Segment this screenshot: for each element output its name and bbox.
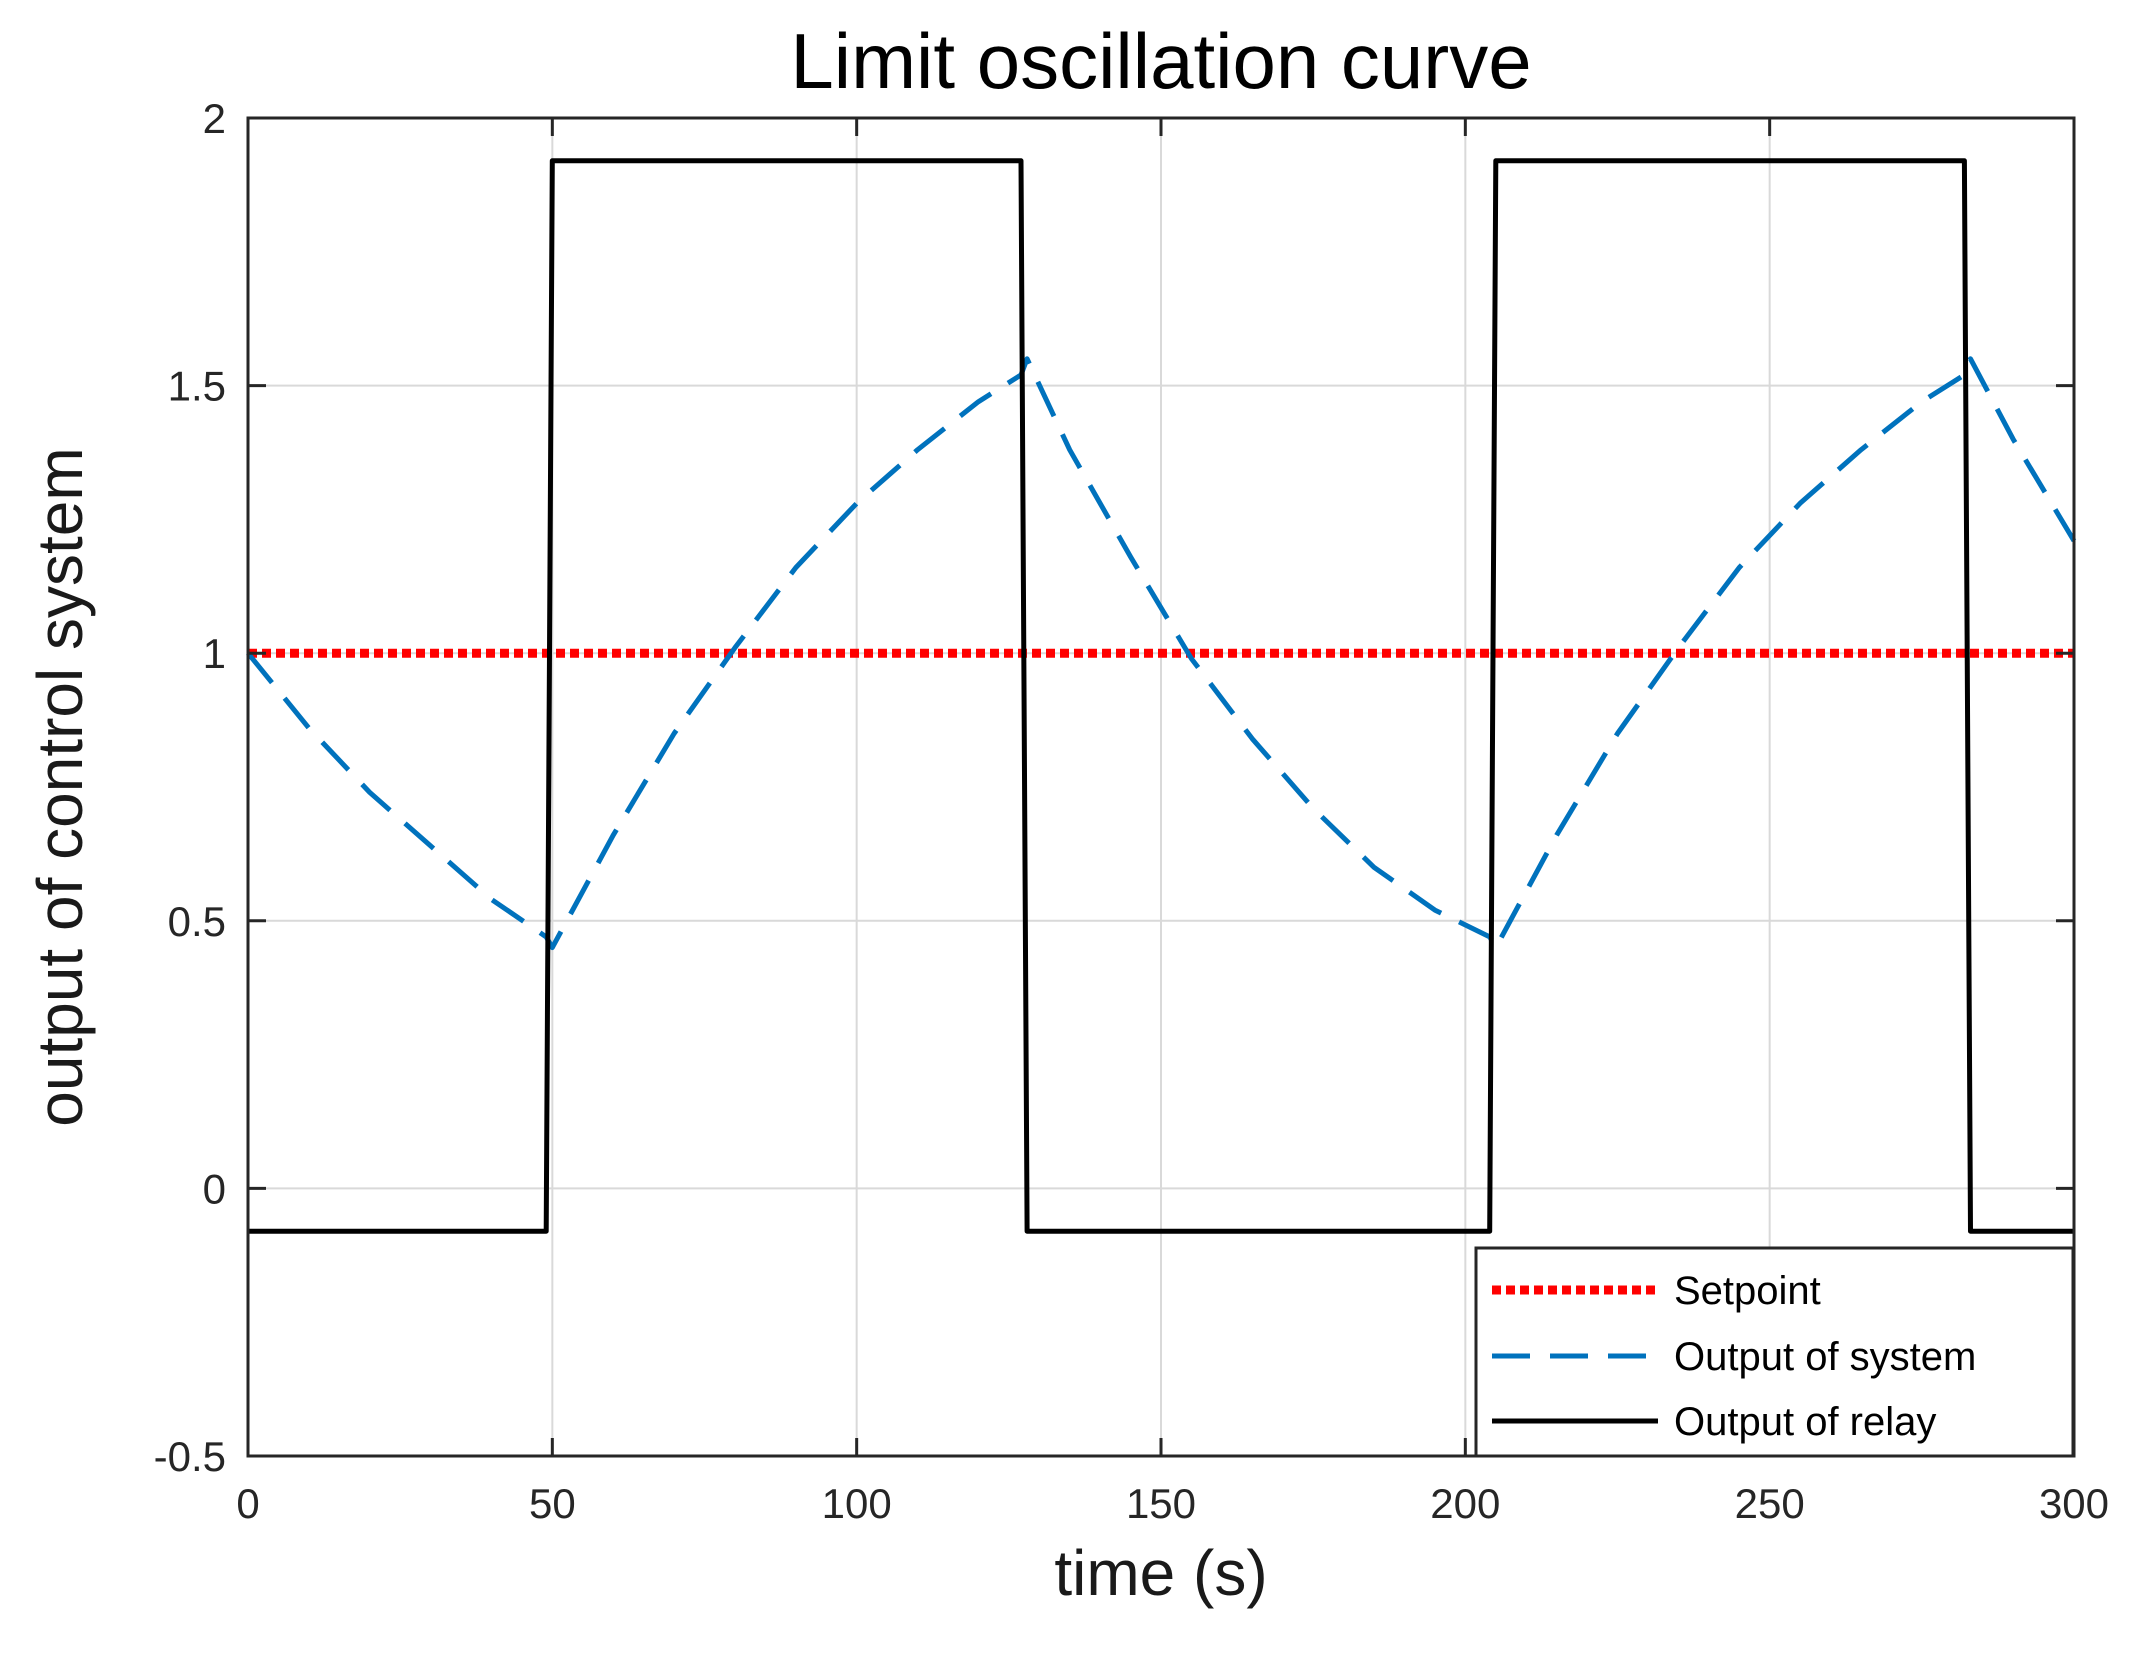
x-tick-label: 100 <box>822 1480 892 1527</box>
legend-label-setpoint: Setpoint <box>1674 1269 1821 1313</box>
y-tick-label: 0.5 <box>168 898 226 945</box>
x-tick-label: 150 <box>1126 1480 1196 1527</box>
y-tick-label: -0.5 <box>154 1433 226 1480</box>
x-tick-label: 200 <box>1430 1480 1500 1527</box>
y-tick-label: 1.5 <box>168 363 226 410</box>
series-line-output-of-relay <box>248 158 2074 1234</box>
x-tick-label: 0 <box>236 1480 259 1527</box>
legend-label-output-of-relay: Output of relay <box>1674 1400 1936 1444</box>
x-tick-label: 50 <box>529 1480 576 1527</box>
legend: Setpoint Output of system Output of rela… <box>1474 1246 2075 1458</box>
x-axis-label: time (s) <box>1054 1537 1267 1609</box>
axis-ticks: 0 50 100 150 200 250 300-0.500.511.52 <box>154 95 2109 1527</box>
y-tick-label: 0 <box>203 1165 226 1212</box>
legend-label-output-of-system: Output of system <box>1674 1335 1976 1379</box>
y-tick-label: 1 <box>203 630 226 677</box>
series-line-output-of-system <box>246 356 2077 951</box>
y-axis-label: output of control system <box>24 447 96 1126</box>
x-tick-label: 300 <box>2039 1480 2109 1527</box>
chart-title: Limit oscillation curve <box>790 17 1531 105</box>
x-tick-label: 250 <box>1735 1480 1805 1527</box>
plot-series <box>246 158 2077 1234</box>
y-tick-label: 2 <box>203 95 226 142</box>
